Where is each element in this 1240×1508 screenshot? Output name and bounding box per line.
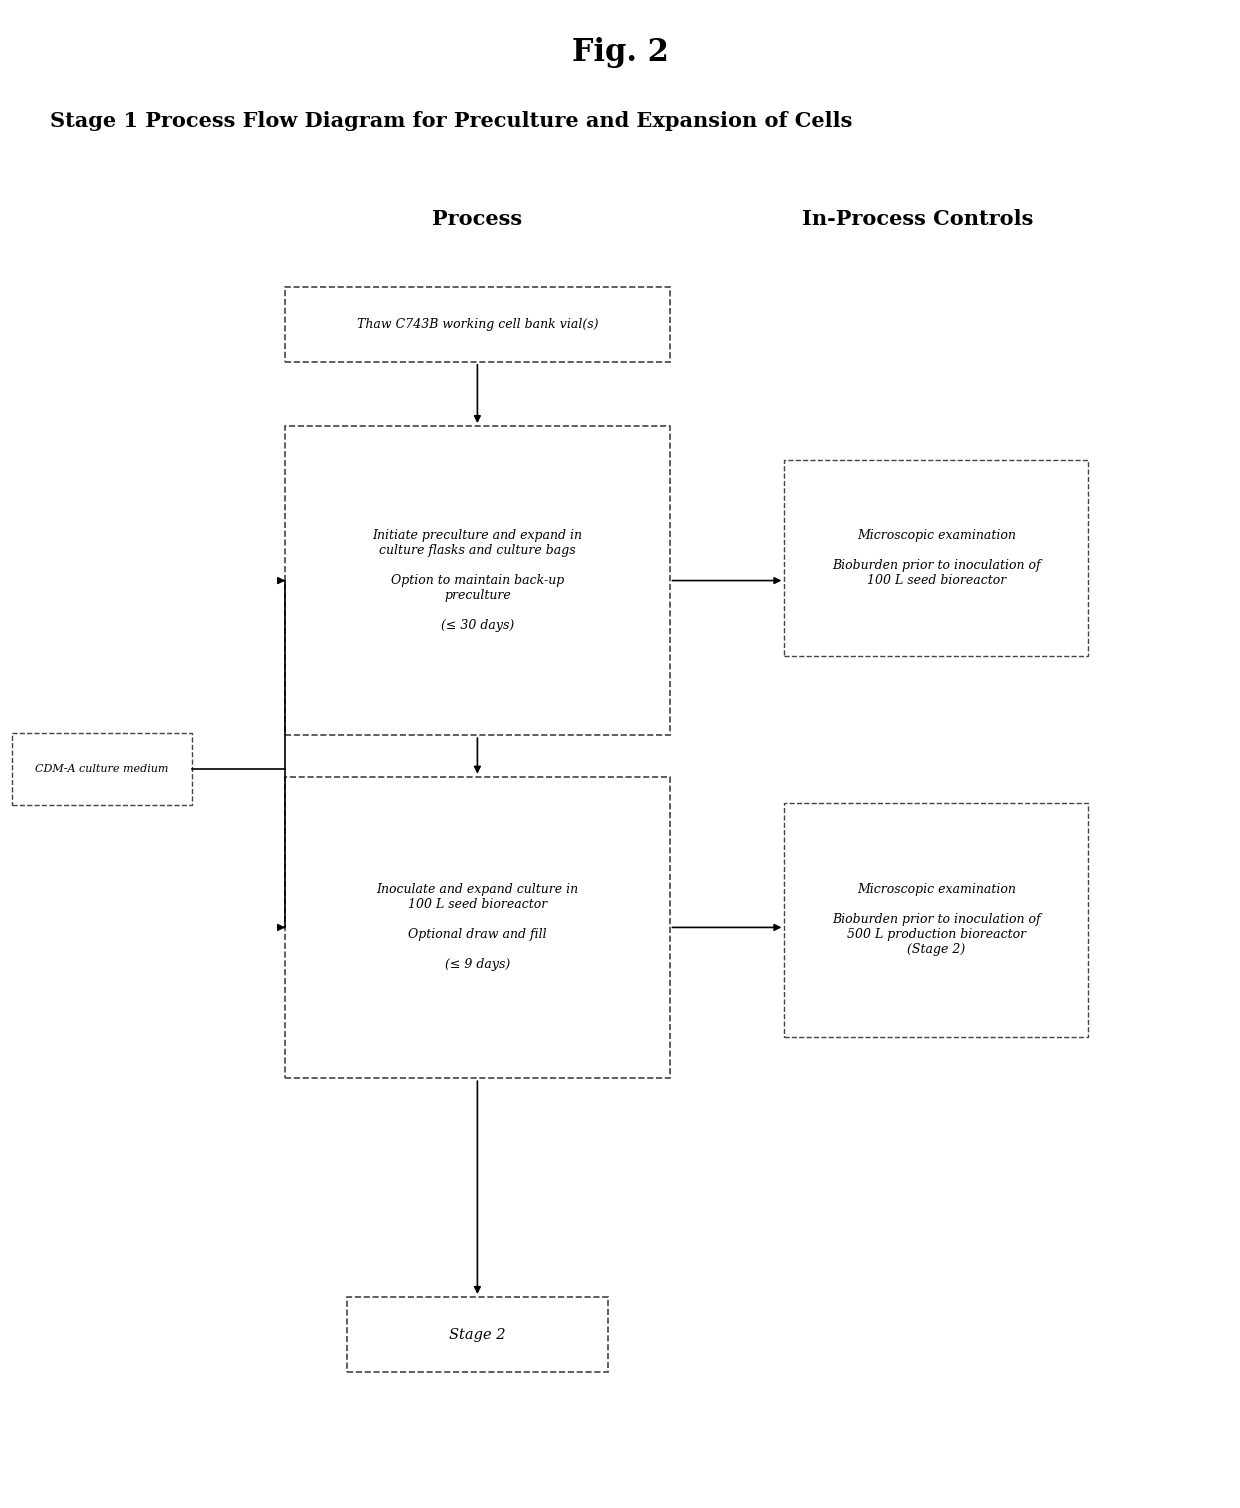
Text: CDM-A culture medium: CDM-A culture medium: [35, 765, 169, 774]
Bar: [12, 733, 191, 805]
Text: Microscopic examination

Bioburden prior to inoculation of
100 L seed bioreactor: Microscopic examination Bioburden prior …: [832, 529, 1040, 587]
Text: Stage 1 Process Flow Diagram for Preculture and Expansion of Cells: Stage 1 Process Flow Diagram for Precult…: [50, 110, 852, 131]
Bar: [347, 1297, 608, 1372]
Text: Thaw C743B working cell bank vial(s): Thaw C743B working cell bank vial(s): [357, 318, 598, 330]
Bar: [785, 460, 1089, 656]
Bar: [285, 287, 670, 362]
Text: Initiate preculture and expand in
culture flasks and culture bags

Option to mai: Initiate preculture and expand in cultur…: [372, 529, 583, 632]
Bar: [785, 802, 1089, 1038]
Text: Inoculate and expand culture in
100 L seed bioreactor

Optional draw and fill

(: Inoculate and expand culture in 100 L se…: [376, 884, 579, 971]
Text: In-Process Controls: In-Process Controls: [802, 208, 1033, 229]
Text: Process: Process: [433, 208, 522, 229]
Text: Fig. 2: Fig. 2: [572, 38, 668, 68]
Bar: [285, 777, 670, 1078]
Bar: [285, 427, 670, 736]
Text: Microscopic examination

Bioburden prior to inoculation of
500 L production bior: Microscopic examination Bioburden prior …: [832, 884, 1040, 956]
Text: Stage 2: Stage 2: [449, 1327, 506, 1342]
